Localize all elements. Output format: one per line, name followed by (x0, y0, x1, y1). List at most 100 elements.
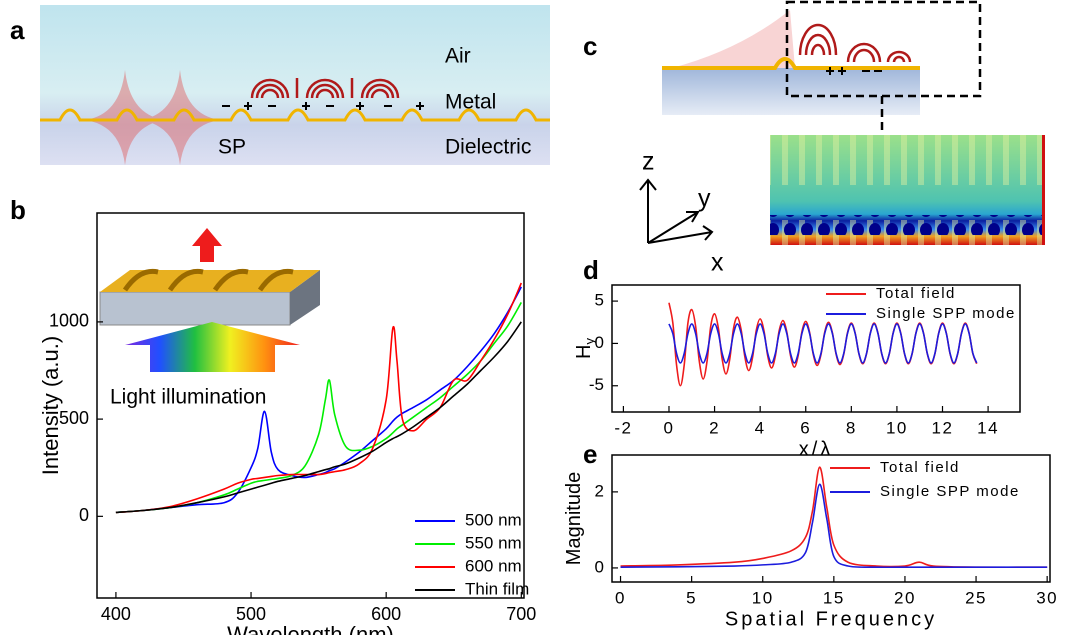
x-tick-label: 500 (236, 604, 266, 624)
emission-arrow (192, 228, 222, 262)
legend-label: Total field (880, 459, 960, 476)
charges (222, 102, 424, 110)
panel-label: a (10, 15, 25, 45)
legend-label: Single SPP mode (880, 483, 1020, 500)
y-axis-label-main: Intensity (a.u.) (38, 336, 63, 475)
x-tick-label: 4 (755, 418, 766, 437)
data-line (668, 323, 978, 364)
substrate (662, 68, 920, 115)
field-fan (672, 10, 795, 68)
y-tick-label: 0 (79, 505, 89, 525)
illumination-arrow (125, 322, 300, 372)
y-tick-label: 2 (595, 481, 604, 500)
y-tick-label: 0 (595, 557, 604, 576)
grating-front (99, 291, 291, 326)
arc (310, 83, 340, 99)
grating-side (290, 270, 320, 325)
axis-x: x (711, 249, 724, 277)
label-metal: Metal (445, 91, 496, 114)
radiation-arcs (250, 78, 400, 99)
x-tick-label: 0 (663, 418, 674, 437)
plot-frame (611, 454, 1051, 583)
y-tick-label: 1000 (49, 311, 89, 331)
y-tick-label: 5 (595, 291, 604, 310)
x-tick-label: -2 (614, 418, 632, 437)
panel-label: c (583, 31, 597, 61)
label-air: Air (445, 45, 471, 68)
x-tick-label: 12 (932, 418, 954, 437)
x-axis-label: Wavelength (nm) (227, 622, 394, 635)
x-axis-label: Spatial Frequency (725, 608, 937, 630)
x-tick-label: 10 (886, 418, 908, 437)
axes-triad (639, 178, 714, 244)
legend-label: Total field (876, 285, 956, 302)
panel-label: b (10, 195, 26, 225)
x-tick-label: 14 (977, 418, 999, 437)
data-line (115, 302, 522, 514)
plot-frame (96, 212, 525, 599)
x-tick-label: 700 (506, 604, 536, 624)
panel-c: c z y x (583, 0, 1045, 277)
zoom-box (785, 0, 982, 98)
radiation-arcs (798, 23, 912, 63)
arc (360, 78, 400, 99)
legend-label: Single SPP mode (876, 305, 1016, 322)
label-sp: SP (218, 136, 246, 159)
x-tick-label: 10 (752, 588, 774, 607)
legend-label: 500 nm (465, 510, 522, 529)
x-tick-label: 20 (894, 588, 916, 607)
y-axis-label-main: H (573, 345, 595, 359)
y-axis-label-subscript: y (582, 338, 597, 345)
field-map-spots (770, 215, 1042, 235)
arc (260, 88, 280, 99)
inset-illustration (99, 228, 320, 372)
metal-surface (662, 57, 920, 70)
x-tick-label: 15 (823, 588, 845, 607)
arc (315, 88, 335, 99)
grating-ridges (122, 268, 294, 292)
arc (255, 83, 285, 99)
y-tick-label: 0 (595, 333, 604, 352)
data-line (620, 466, 1048, 569)
y-axis-label-main: Magnitude (563, 472, 585, 565)
panel-a: a Air Metal Dielectric SP (10, 5, 550, 165)
data-line (115, 282, 523, 514)
colorbar (1042, 135, 1045, 245)
axis-z: z (642, 148, 655, 176)
data-line (115, 321, 522, 514)
panel-a-background (40, 5, 550, 165)
legend-label: Thin film (465, 579, 529, 598)
x-tick-label: 30 (1036, 588, 1058, 607)
panel-label: e (583, 439, 597, 469)
panel-label: d (583, 255, 599, 285)
x-tick-label: 2 (709, 418, 720, 437)
y-tick-label: -5 (589, 375, 604, 394)
arc (305, 78, 345, 99)
arc (250, 78, 290, 99)
plot-frame (611, 284, 1021, 413)
arc (370, 88, 390, 99)
y-axis-label: Hy (573, 338, 597, 359)
x-tick-label: 5 (686, 588, 697, 607)
x-tick-label: 0 (615, 588, 626, 607)
y-tick-label: 500 (59, 408, 89, 428)
x-tick-label: 25 (965, 588, 987, 607)
x-tick-label: 6 (800, 418, 811, 437)
metal-surface (40, 108, 550, 122)
data-line (620, 483, 1048, 569)
charges (826, 67, 882, 75)
legend-label: 600 nm (465, 556, 522, 575)
x-tick-label: 8 (846, 418, 857, 437)
x-axis-label: x/λ (799, 438, 834, 460)
arc (365, 83, 395, 99)
x-tick-label: 400 (101, 604, 131, 624)
y-axis-label: Magnitude (563, 472, 585, 565)
axis-y: y (698, 185, 711, 213)
sp-field (85, 70, 220, 165)
label-dielectric: Dielectric (445, 136, 531, 159)
y-axis-label: Intensity (a.u.) (38, 336, 63, 475)
legend-label: 550 nm (465, 533, 522, 552)
annotation: Light illumination (110, 386, 266, 409)
